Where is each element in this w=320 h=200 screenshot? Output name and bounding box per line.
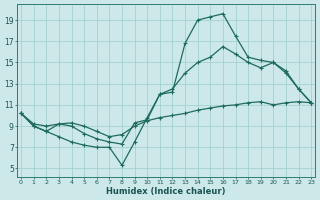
X-axis label: Humidex (Indice chaleur): Humidex (Indice chaleur) <box>106 187 226 196</box>
